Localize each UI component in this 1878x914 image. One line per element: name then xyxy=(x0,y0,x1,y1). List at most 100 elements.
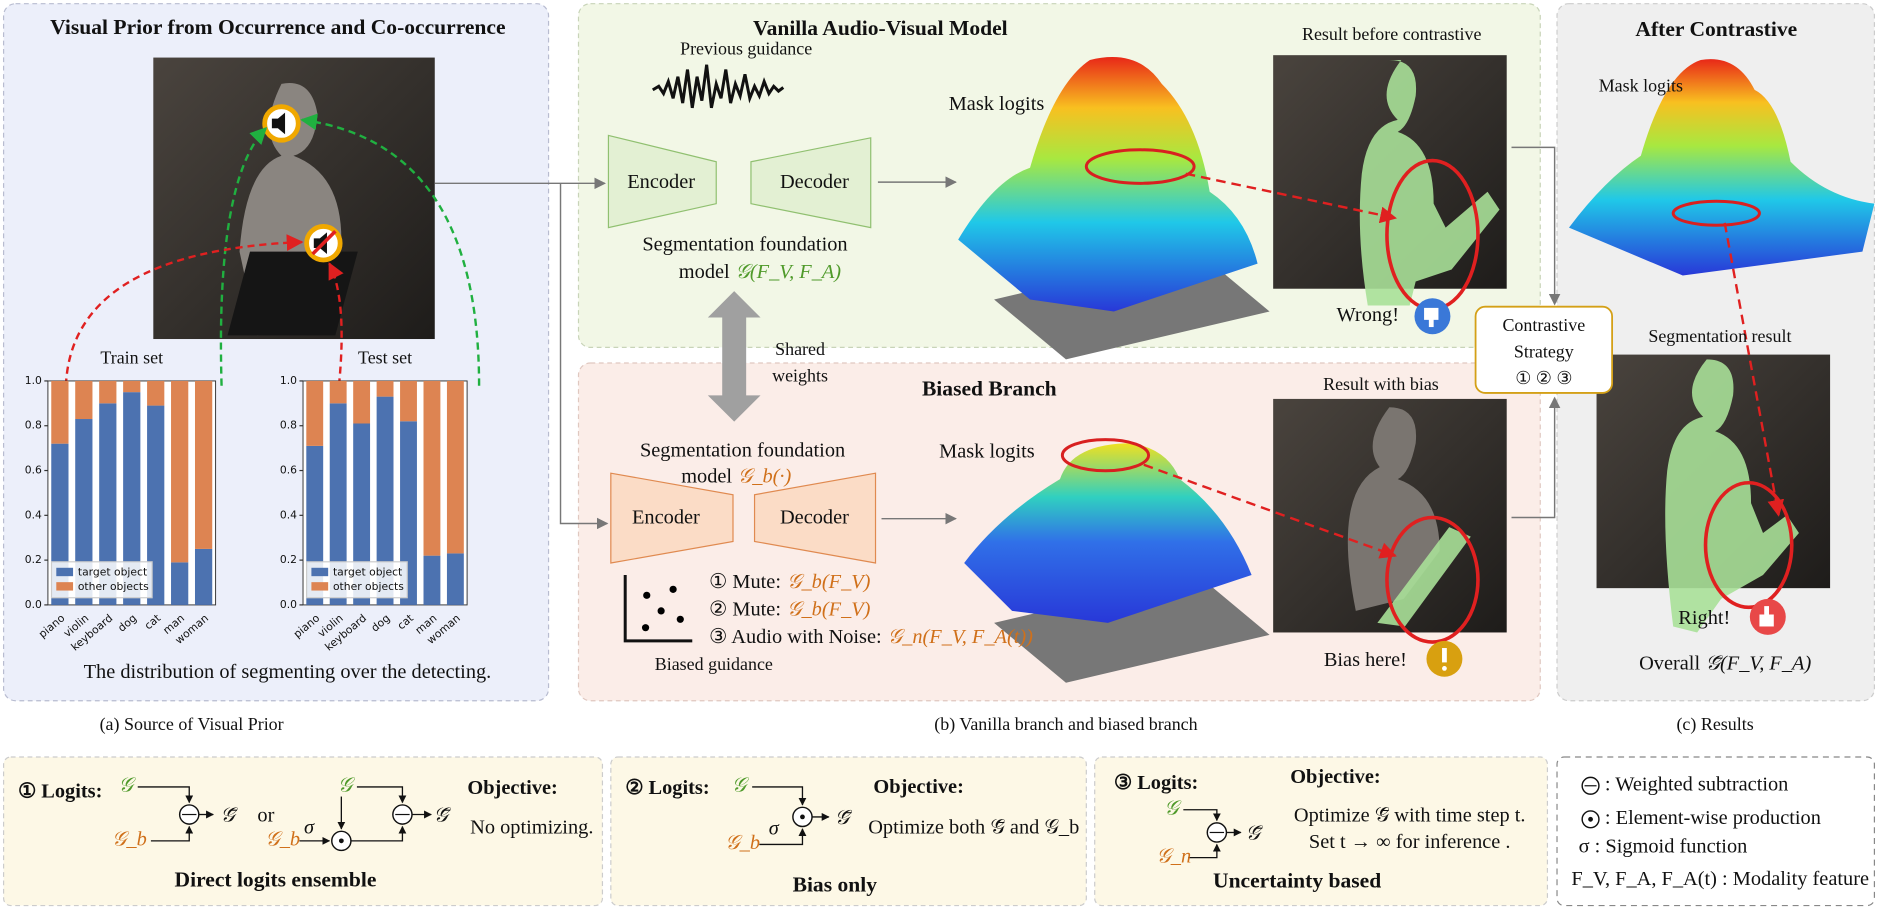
legend xyxy=(306,561,408,599)
y-tick-label: 0.2 xyxy=(280,553,297,566)
label: Objective: xyxy=(1290,766,1380,788)
label: σ : Sigmoid function xyxy=(1579,836,1748,858)
label: 𝒢_n(F_V, F_A(t)) xyxy=(888,626,1034,648)
label: ③ Logits: xyxy=(1114,772,1198,794)
label: model xyxy=(681,466,732,488)
bar-segment xyxy=(99,380,117,404)
shared-arrow xyxy=(707,291,761,422)
strategy-box xyxy=(2,756,604,907)
label: Visual Prior from Occurrence and Co-occu… xyxy=(50,15,505,39)
operator-diagram xyxy=(137,786,432,852)
label: ① ② ③ xyxy=(1515,368,1572,388)
label: 𝒢_b(F_V) xyxy=(787,599,871,621)
label: 𝒢_n xyxy=(1156,845,1191,867)
label: Decoder xyxy=(780,171,849,193)
label: 𝒢̄ xyxy=(434,805,452,827)
label: ② Mute: xyxy=(709,599,781,621)
label: F_V, F_A, F_A(t) : Modality feature xyxy=(1571,868,1869,890)
legend-swatch xyxy=(311,567,329,577)
label: Shared xyxy=(775,339,825,359)
thumb-down-icon xyxy=(1414,298,1451,335)
label: : Element-wise production xyxy=(1605,807,1821,829)
arrow xyxy=(559,183,609,530)
label: Wrong! xyxy=(1337,304,1400,326)
chart-title: Test set xyxy=(358,348,412,368)
y-tick-label: 0.8 xyxy=(280,419,297,432)
label: (b) Vanilla branch and biased branch xyxy=(934,714,1197,735)
bar-segment xyxy=(194,548,213,605)
label: Bias here! xyxy=(1324,649,1407,671)
bar-segment xyxy=(446,380,464,554)
bar-segment xyxy=(51,380,69,444)
label: Right! xyxy=(1678,607,1730,629)
legend-box xyxy=(1556,756,1876,907)
label: model xyxy=(679,261,730,283)
mask-logits-surface xyxy=(1568,59,1875,276)
highlight xyxy=(1385,515,1480,644)
strategy-box xyxy=(1094,756,1549,907)
legend-swatch xyxy=(56,567,74,577)
label: Uncertainty based xyxy=(1213,869,1381,893)
y-tick-label: 0.6 xyxy=(280,464,297,477)
label: (c) Results xyxy=(1676,714,1753,735)
highlight xyxy=(1703,480,1794,610)
arrow xyxy=(219,127,268,386)
y-tick-label: 0.6 xyxy=(25,464,42,477)
label: ① Mute: xyxy=(709,571,781,593)
bar-segment xyxy=(147,405,165,605)
label: Direct logits ensemble xyxy=(175,868,377,892)
bar-segment xyxy=(171,562,189,605)
bar-segment xyxy=(423,380,441,556)
label: Mask logits xyxy=(939,440,1035,462)
label: weights xyxy=(772,365,828,385)
arrow xyxy=(1511,146,1561,306)
label: 𝒢̄ xyxy=(220,805,238,827)
bar-segment xyxy=(329,403,347,605)
bar-segment xyxy=(376,380,394,397)
label: Biased Branch xyxy=(922,376,1057,400)
label: No optimizing. xyxy=(470,817,593,839)
label: Segmentation result xyxy=(1648,326,1791,346)
label: 𝒢_b(F_V) xyxy=(787,571,871,593)
label: 𝒢_b xyxy=(265,829,300,851)
label: 𝒢_b xyxy=(112,829,147,851)
label: The distribution of segmenting over the … xyxy=(84,661,492,683)
bar-segment xyxy=(376,396,394,605)
thumb-up-icon xyxy=(1749,598,1786,635)
y-tick-label: 0.4 xyxy=(280,508,297,521)
label: Encoder xyxy=(632,506,700,528)
waveform xyxy=(651,64,785,109)
encoder xyxy=(607,134,717,229)
mask-logits-surface xyxy=(958,56,1270,360)
label: 𝒢̄ xyxy=(1246,823,1264,845)
bar-segment xyxy=(329,380,347,404)
label: Overall xyxy=(1639,652,1700,674)
arrow xyxy=(1143,463,1397,559)
label: Decoder xyxy=(780,506,849,528)
arrow xyxy=(64,234,304,386)
label: Segmentation foundation xyxy=(642,233,847,255)
label: After Contrastive xyxy=(1635,17,1797,41)
label: 𝒢(F_V, F_A) xyxy=(735,261,841,283)
operator-diagram xyxy=(1183,809,1242,859)
bar-segment xyxy=(171,380,189,563)
label: 𝒢 xyxy=(1164,797,1182,819)
label: Previous guidance xyxy=(680,39,812,59)
photo xyxy=(1596,354,1831,633)
y-tick-label: 0.2 xyxy=(25,553,42,566)
scatter-icon xyxy=(623,574,693,643)
bar-segment xyxy=(353,423,371,605)
legend xyxy=(50,561,153,599)
photo xyxy=(1273,398,1507,633)
label: σ xyxy=(769,818,780,840)
label: ③ Audio with Noise: xyxy=(709,626,882,648)
arrow xyxy=(328,262,344,386)
bar-segment xyxy=(400,421,417,605)
bar-segment xyxy=(423,555,441,605)
y-tick-label: 1.0 xyxy=(280,374,297,387)
bar-segment xyxy=(123,380,141,393)
y-tick-label: 0.0 xyxy=(280,598,297,611)
speaker-icon xyxy=(262,104,301,143)
contrastive-box xyxy=(1474,305,1614,394)
legend-label: other objects xyxy=(333,580,404,593)
